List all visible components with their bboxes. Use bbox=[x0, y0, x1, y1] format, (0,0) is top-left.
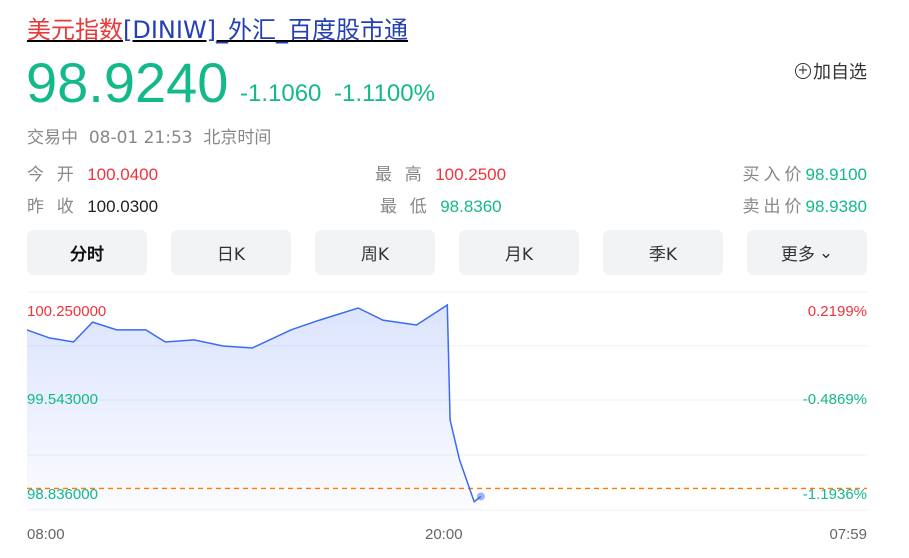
stat-value: 98.8360 bbox=[440, 197, 502, 216]
stat-value: 98.9380 bbox=[805, 197, 867, 216]
stat-label: 最 高 bbox=[375, 165, 426, 184]
datetime: 08-01 21:53 bbox=[88, 128, 193, 148]
stat-label: 今 开 bbox=[27, 165, 78, 184]
add-watchlist-button[interactable]: + 加自选 bbox=[795, 58, 867, 84]
tab-weekly-k[interactable]: 周K bbox=[315, 230, 435, 275]
trade-status: 交易中 08-01 21:53 北京时间 bbox=[27, 123, 271, 148]
y-pct-mid: -0.4869% bbox=[802, 391, 867, 408]
plus-circle-icon: + bbox=[795, 63, 811, 79]
stat-prev-close: 昨 收 100.0300 bbox=[27, 192, 158, 217]
stat-ask: 卖出价98.9380 bbox=[743, 192, 867, 217]
stat-value: 100.2500 bbox=[435, 165, 507, 184]
stat-label: 昨 收 bbox=[27, 197, 78, 216]
stat-open: 今 开 100.0400 bbox=[27, 160, 158, 185]
x-label-end: 07:59 bbox=[829, 526, 867, 543]
stat-value: 98.9100 bbox=[805, 165, 867, 184]
current-point bbox=[476, 492, 485, 501]
stat-label: 卖出价 bbox=[742, 197, 806, 216]
current-price: 98.9240 bbox=[26, 51, 229, 114]
x-label-start: 08:00 bbox=[27, 526, 65, 543]
tab-monthly-k[interactable]: 月K bbox=[459, 230, 579, 275]
y-label-min: 98.836000 bbox=[27, 486, 98, 503]
status-text: 交易中 bbox=[27, 128, 78, 148]
y-pct-max: 0.2199% bbox=[807, 303, 867, 320]
price-change-pct: -1.1100% bbox=[334, 80, 435, 107]
tab-intraday[interactable]: 分时 bbox=[27, 230, 147, 275]
stat-bid: 买入价98.9100 bbox=[743, 160, 867, 185]
stat-label: 最 低 bbox=[380, 197, 431, 216]
tab-more[interactable]: 更多 ⌄ bbox=[747, 230, 867, 275]
title-name[interactable]: 美元指数 bbox=[27, 16, 123, 44]
price-line bbox=[26, 303, 482, 503]
add-watchlist-label: 加自选 bbox=[813, 62, 867, 83]
y-label-max: 100.250000 bbox=[27, 303, 107, 320]
title-rest[interactable]: [DINIW]_外汇_百度股市通 bbox=[123, 16, 409, 44]
tab-daily-k[interactable]: 日K bbox=[171, 230, 291, 275]
tab-more-label: 更多 bbox=[780, 245, 815, 265]
page-title[interactable]: 美元指数[DINIW]_外汇_百度股市通 bbox=[27, 10, 408, 45]
price-area bbox=[27, 305, 481, 510]
tab-quarterly-k[interactable]: 季K bbox=[603, 230, 723, 275]
chevron-down-icon: ⌄ bbox=[818, 242, 834, 263]
stat-low: 最 低 98.8360 bbox=[380, 192, 502, 217]
stat-value: 100.0400 bbox=[87, 165, 159, 184]
y-label-mid: 99.543000 bbox=[27, 391, 98, 408]
timezone: 北京时间 bbox=[203, 128, 272, 148]
stat-value: 100.0300 bbox=[87, 197, 159, 216]
stat-high: 最 高 100.2500 bbox=[375, 160, 506, 185]
y-pct-min: -1.1936% bbox=[802, 486, 867, 503]
price-change: -1.1060 bbox=[240, 80, 322, 107]
stat-label: 买入价 bbox=[742, 165, 806, 184]
x-label-mid: 20:00 bbox=[425, 526, 463, 543]
